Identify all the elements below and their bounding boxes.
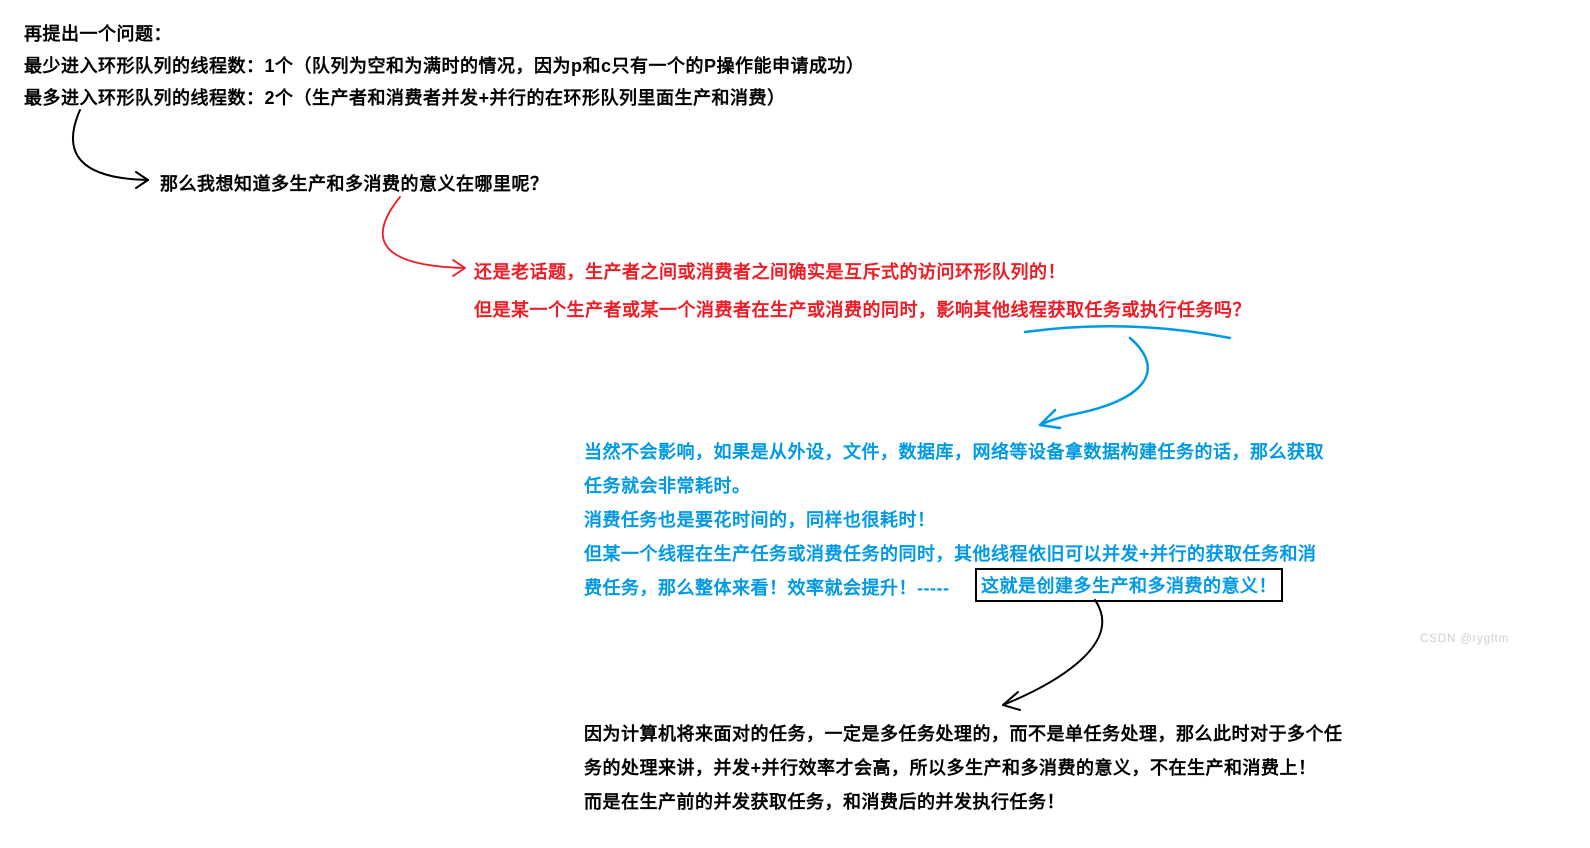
arrow-4-icon (1003, 600, 1102, 710)
black-line-2: 务的处理来讲，并发+并行效率才会高，所以多生产和多消费的意义，不在生产和消费上！ (584, 754, 1317, 780)
red-line-1: 还是老话题，生产者之间或消费者之间确实是互斥式的访问环形队列的！ (474, 258, 1066, 284)
header-line-1: 再提出一个问题： (24, 20, 172, 46)
header-line-2: 最少进入环形队列的线程数：1个（队列为空和为满时的情况，因为p和c只有一个的P操… (24, 52, 865, 78)
blue-line-5-boxed: 这就是创建多生产和多消费的意义！ (975, 568, 1283, 602)
diagram-canvas: 再提出一个问题： 最少进入环形队列的线程数：1个（队列为空和为满时的情况，因为p… (0, 0, 1590, 848)
arrow-2-icon (383, 197, 465, 276)
blue-line-2: 任务就会非常耗时。 (584, 472, 751, 498)
arrow-3-icon (1025, 326, 1230, 428)
blue-line-3: 消费任务也是要花时间的，同样也很耗时！ (584, 506, 936, 532)
black-line-3: 而是在生产前的并发获取任务，和消费后的并发执行任务！ (584, 788, 1065, 814)
red-line-2: 但是某一个生产者或某一个消费者在生产或消费的同时，影响其他线程获取任务或执行任务… (474, 296, 1251, 322)
question-line: 那么我想知道多生产和多消费的意义在哪里呢？ (160, 170, 549, 196)
watermark: CSDN @rygttm (1420, 631, 1509, 645)
blue-line-5-prefix: 费任务，那么整体来看！效率就会提升！----- (584, 574, 949, 600)
blue-line-4: 但某一个线程在生产任务或消费任务的同时，其他线程依旧可以并发+并行的获取任务和消 (584, 540, 1317, 566)
arrow-1-icon (73, 110, 148, 188)
header-line-3: 最多进入环形队列的线程数：2个（生产者和消费者并发+并行的在环形队列里面生产和消… (24, 84, 786, 110)
blue-line-1: 当然不会影响，如果是从外设，文件，数据库，网络等设备拿数据构建任务的话，那么获取 (584, 438, 1324, 464)
black-line-1: 因为计算机将来面对的任务，一定是多任务处理的，而不是单任务处理，那么此时对于多个… (584, 720, 1343, 746)
